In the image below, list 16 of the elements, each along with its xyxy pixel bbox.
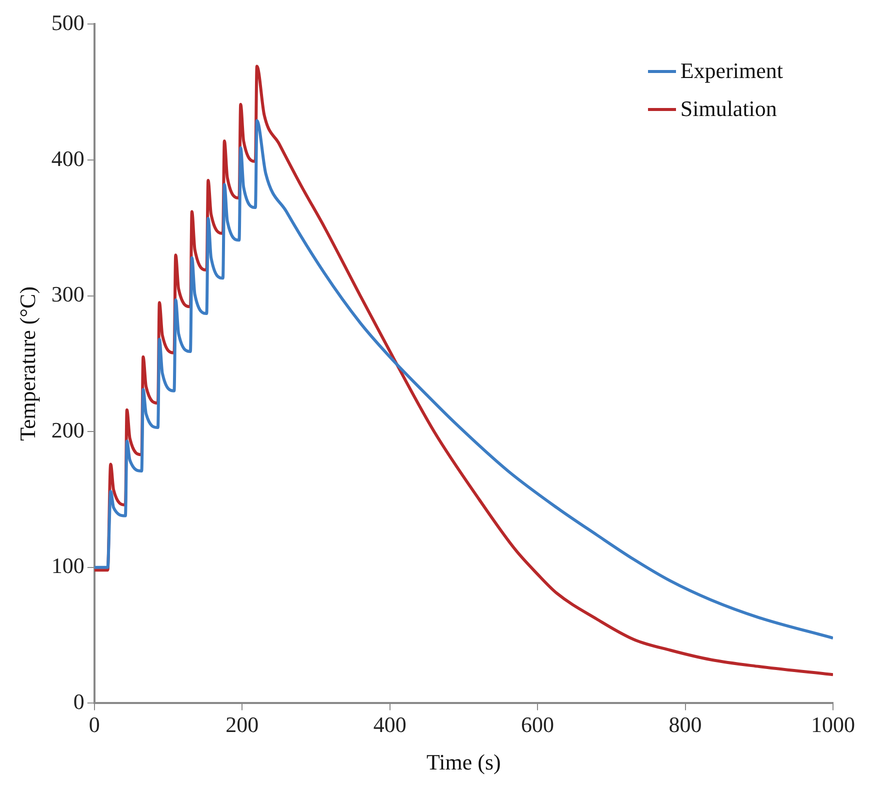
x-tick-label: 0 xyxy=(88,712,100,738)
y-axis-title: Temperature (°C) xyxy=(14,286,40,441)
x-axis-title: Time (s) xyxy=(426,750,501,775)
legend-label: Experiment xyxy=(680,58,783,84)
y-tick-label: 0 xyxy=(73,688,84,714)
legend-label: Simulation xyxy=(680,96,777,122)
y-tick-label: 100 xyxy=(51,553,84,578)
y-tick-label: 500 xyxy=(51,10,84,35)
x-tick-label: 600 xyxy=(521,712,554,738)
x-tick-label: 400 xyxy=(373,712,406,738)
x-tick-label: 200 xyxy=(226,712,259,738)
y-tick-label: 400 xyxy=(51,146,84,171)
y-tick-label: 300 xyxy=(51,282,84,307)
x-tick-label: 1000 xyxy=(811,712,855,738)
y-tick-label: 200 xyxy=(51,417,84,442)
x-tick-label: 800 xyxy=(668,712,702,738)
